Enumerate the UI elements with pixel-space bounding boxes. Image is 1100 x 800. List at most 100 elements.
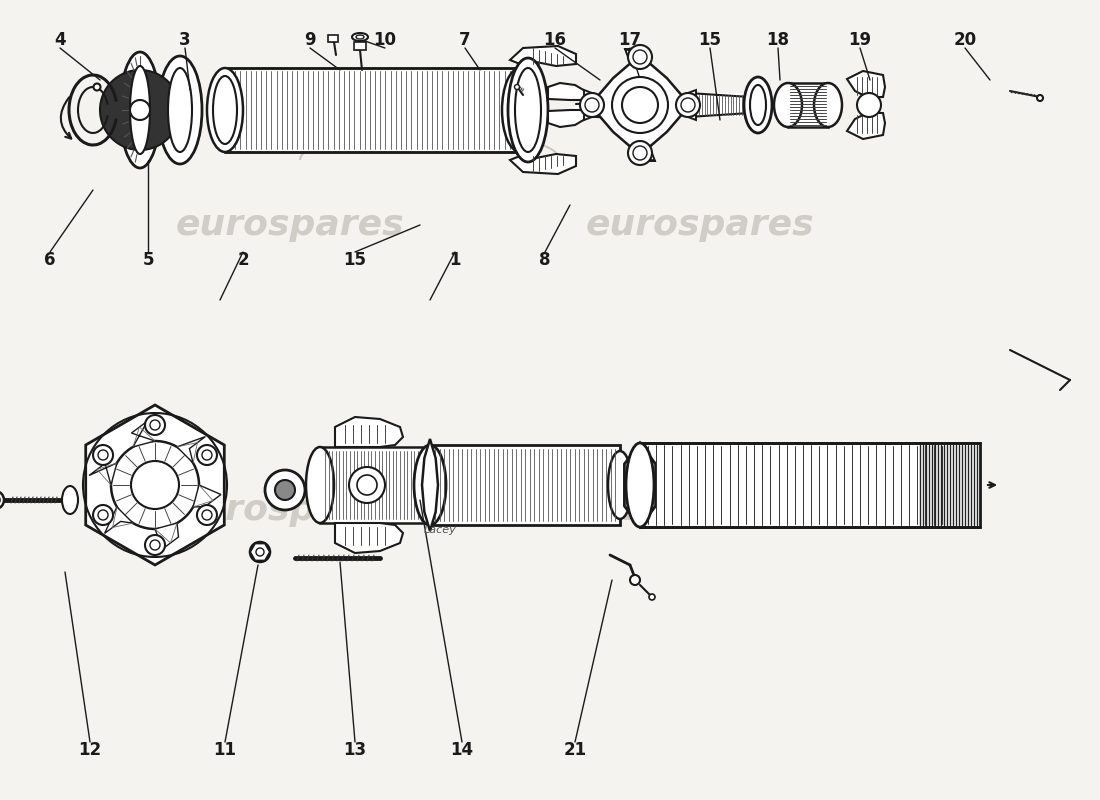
Circle shape: [628, 45, 652, 69]
Ellipse shape: [158, 56, 202, 164]
Text: 20: 20: [954, 31, 977, 49]
Text: 18: 18: [767, 31, 790, 49]
Circle shape: [94, 445, 113, 465]
Ellipse shape: [508, 58, 548, 162]
Polygon shape: [584, 90, 592, 120]
Circle shape: [612, 77, 668, 133]
Polygon shape: [625, 443, 656, 527]
Text: 7: 7: [459, 31, 471, 49]
Polygon shape: [336, 417, 403, 447]
Polygon shape: [847, 113, 886, 139]
Circle shape: [145, 415, 165, 435]
Polygon shape: [510, 154, 576, 174]
Ellipse shape: [207, 68, 243, 152]
Polygon shape: [510, 46, 576, 66]
Polygon shape: [628, 153, 654, 161]
Ellipse shape: [515, 68, 541, 152]
Ellipse shape: [352, 33, 368, 41]
Text: 11: 11: [213, 741, 236, 759]
Polygon shape: [625, 49, 652, 57]
Ellipse shape: [130, 66, 150, 154]
Polygon shape: [86, 405, 224, 565]
Circle shape: [98, 510, 108, 520]
Bar: [226, 68, 520, 152]
Circle shape: [0, 491, 4, 509]
Text: 12: 12: [78, 741, 101, 759]
Polygon shape: [688, 90, 696, 120]
Ellipse shape: [608, 451, 632, 519]
Text: 16: 16: [543, 31, 566, 49]
Ellipse shape: [508, 76, 532, 144]
Ellipse shape: [750, 85, 766, 125]
Text: 21: 21: [563, 741, 586, 759]
Circle shape: [197, 445, 217, 465]
Circle shape: [349, 467, 385, 503]
Circle shape: [676, 93, 700, 117]
Bar: [354, 42, 366, 50]
Ellipse shape: [774, 83, 802, 127]
Ellipse shape: [414, 445, 446, 525]
Circle shape: [94, 83, 100, 90]
Ellipse shape: [62, 486, 78, 514]
Circle shape: [630, 575, 640, 585]
Circle shape: [621, 87, 658, 123]
Circle shape: [580, 93, 604, 117]
Circle shape: [649, 594, 654, 600]
Text: 10: 10: [374, 31, 396, 49]
Polygon shape: [194, 485, 221, 507]
Circle shape: [202, 510, 212, 520]
Bar: [688, 93, 750, 117]
Polygon shape: [422, 439, 438, 531]
Ellipse shape: [120, 52, 160, 168]
Text: 1: 1: [449, 251, 461, 269]
Circle shape: [515, 85, 519, 90]
Text: Lacey: Lacey: [424, 525, 456, 535]
Polygon shape: [590, 55, 690, 155]
Polygon shape: [89, 463, 117, 485]
Ellipse shape: [744, 77, 772, 133]
Circle shape: [857, 93, 881, 117]
Circle shape: [202, 450, 212, 460]
Circle shape: [265, 470, 305, 510]
Polygon shape: [336, 523, 403, 553]
Circle shape: [585, 98, 600, 112]
Circle shape: [632, 50, 647, 64]
Circle shape: [98, 450, 108, 460]
Circle shape: [197, 505, 217, 525]
Ellipse shape: [416, 447, 444, 523]
Ellipse shape: [168, 68, 192, 152]
Text: eurospares: eurospares: [585, 208, 814, 242]
Circle shape: [681, 98, 695, 112]
Text: 9: 9: [305, 31, 316, 49]
Circle shape: [275, 480, 295, 500]
Circle shape: [632, 146, 647, 160]
Polygon shape: [847, 71, 886, 97]
Ellipse shape: [626, 443, 654, 527]
Ellipse shape: [306, 447, 334, 523]
Ellipse shape: [502, 68, 538, 152]
Circle shape: [256, 548, 264, 556]
Bar: [320, 447, 430, 523]
Text: 14: 14: [450, 741, 474, 759]
Polygon shape: [155, 523, 178, 549]
Bar: [328, 35, 338, 42]
Polygon shape: [177, 437, 206, 463]
Text: 15: 15: [698, 31, 722, 49]
Text: eurospares: eurospares: [585, 493, 814, 527]
Circle shape: [131, 461, 179, 509]
Text: 19: 19: [848, 31, 871, 49]
Bar: [640, 443, 980, 527]
Circle shape: [628, 141, 652, 165]
Circle shape: [150, 540, 160, 550]
Text: 2: 2: [238, 251, 249, 269]
Polygon shape: [548, 110, 592, 127]
Ellipse shape: [213, 76, 236, 144]
Text: eurospares: eurospares: [176, 493, 405, 527]
Ellipse shape: [814, 83, 842, 127]
Bar: [430, 445, 620, 525]
Text: 3: 3: [179, 31, 190, 49]
Circle shape: [250, 542, 270, 562]
Circle shape: [145, 535, 165, 555]
Text: 13: 13: [343, 741, 366, 759]
Text: 4: 4: [54, 31, 66, 49]
